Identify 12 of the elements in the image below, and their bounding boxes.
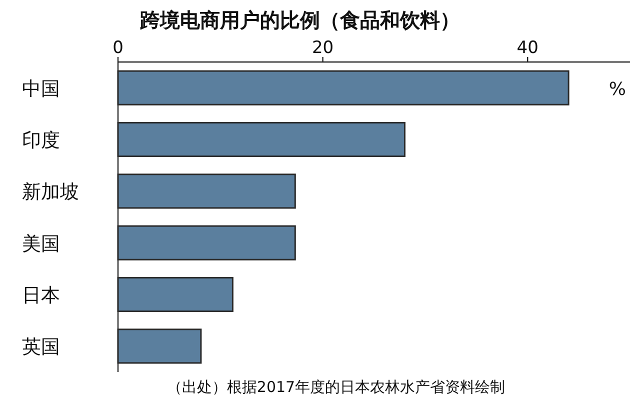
y-tick-label: 英国: [22, 336, 60, 358]
y-tick-label: 新加坡: [22, 181, 79, 204]
text: （出处）根据2017年度的日本农林水产省资料绘制: [166, 378, 506, 396]
x-tick-label: 40: [516, 38, 538, 58]
y-tick-label: 中国: [22, 78, 60, 100]
chart-title: 跨境电商用户的比例（食品和饮料）: [139, 8, 460, 32]
x-tick-label: 20: [312, 38, 334, 58]
y-tick-label: 日本: [22, 284, 60, 306]
y-tick-label: 印度: [22, 130, 60, 152]
y-tick-label: 美国: [22, 232, 60, 255]
annotation: %: [608, 78, 626, 100]
x-tick-label: 0: [112, 38, 124, 58]
